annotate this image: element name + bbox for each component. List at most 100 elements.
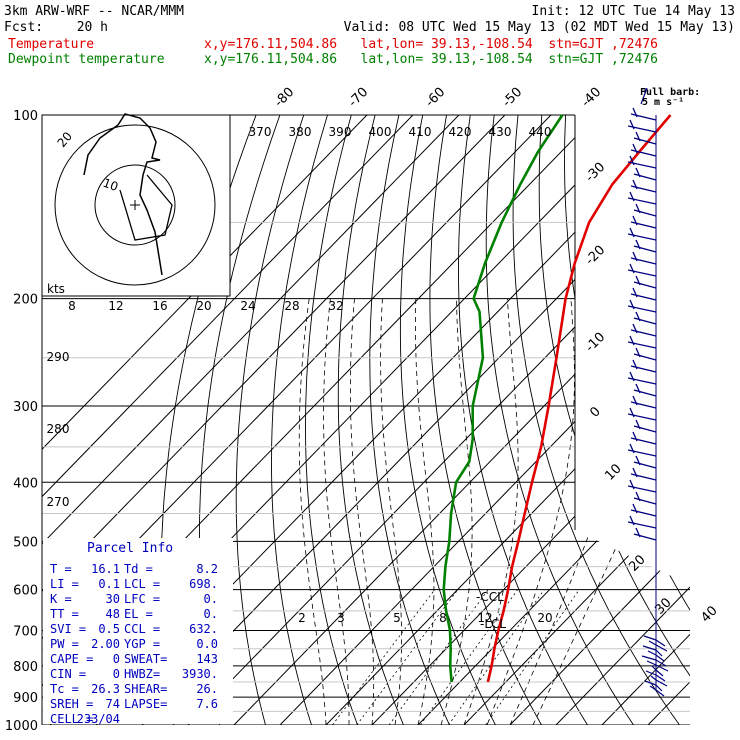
hodograph [41, 113, 231, 297]
parcel-info-value: 0 [113, 652, 120, 666]
wind-barb [644, 680, 663, 692]
wind-barb [633, 203, 657, 217]
isotherm-line [647, 115, 690, 725]
isotherm-line [325, 115, 690, 725]
theta-label: 410 [409, 125, 432, 139]
dry-adiabat [271, 115, 328, 725]
parcel-info-key: Td = [124, 562, 153, 576]
hodograph-trace-lower [119, 174, 173, 241]
pressure-label: 700 [13, 625, 38, 640]
mixing-ratio-label: 8 [439, 611, 447, 625]
parcel-info-value: 0.1 [98, 577, 120, 591]
wind-barb [627, 335, 657, 349]
isotherm-line [233, 115, 690, 725]
dry-adiabat [612, 115, 690, 725]
parcel-info-panel: Parcel Info T = 16.1 Td = 8.2 LI = 0.1 LCL = 69… [43, 538, 233, 726]
mixing-ratio-line [388, 589, 489, 725]
parcel-info-key: CIN = [50, 667, 86, 681]
theta-label: 370 [249, 125, 272, 139]
parcel-info-key: LAPSE= [124, 697, 167, 711]
pressure-label: 500 [13, 535, 38, 550]
legend-dewpoint: Dewpoint temperature [8, 52, 165, 67]
pressure-label: 1000 [5, 719, 38, 734]
speed-scale-label: 28 [284, 299, 299, 313]
parcel-info-value: 698. [189, 577, 218, 591]
isotherm-label: -10 [583, 330, 609, 356]
isotherm-label: 20 [626, 552, 648, 574]
valid-time: Valid: 08 UTC Wed 15 May 13 (02 MDT Wed … [344, 20, 735, 35]
barb-key-icon [640, 87, 648, 105]
isotherm-line [42, 115, 460, 725]
init-time: Init: 12 UTC Tue 14 May 13 [532, 4, 736, 19]
wind-barb [630, 359, 657, 373]
temperature-trace [486, 114, 672, 683]
isotherm-line [555, 115, 690, 725]
parcel-info-value: 8.2 [196, 562, 218, 576]
dry-adiabat [369, 115, 457, 725]
mixing-ratio-label: 5 [393, 611, 401, 625]
wind-barb [627, 443, 657, 457]
wind-barb [643, 635, 666, 647]
wind-barb [630, 143, 657, 157]
wind-barb [630, 323, 657, 337]
parcel-info-value: 632. [189, 622, 218, 636]
dewpoint-trace [442, 114, 564, 683]
theta-label: 430 [489, 125, 512, 139]
theta-label: 390 [329, 125, 352, 139]
parcel-info-value: 74 [106, 697, 120, 711]
parcel-info-value: 30 [106, 592, 120, 606]
mixing-ratio-line [356, 589, 459, 725]
moist-adiabat [380, 298, 402, 725]
isotherm-label: -70 [346, 85, 372, 111]
isotherm-line [463, 115, 690, 725]
speed-scale-label: 16 [152, 299, 167, 313]
isotherm-label: 10 [602, 461, 624, 483]
dry-adiabat [305, 115, 363, 725]
wind-barb [650, 675, 668, 687]
wind-barb [633, 419, 657, 433]
moist-adiabat [486, 298, 575, 725]
hodograph-unit: kts [47, 282, 65, 296]
parcel-info-value: 48 [106, 607, 120, 621]
isotherm-label: -60 [423, 85, 449, 111]
isotherm-line [42, 115, 506, 725]
speed-scale-label: 12 [108, 299, 123, 313]
parcel-info-key: K = [50, 592, 72, 606]
dry-adiabat [399, 115, 503, 725]
speed-scale-label: 32 [328, 299, 343, 313]
moist-adiabat [532, 298, 690, 725]
pressure-label: 400 [13, 476, 38, 491]
pressure-label: 200 [13, 293, 38, 308]
parcel-info-background [43, 538, 233, 724]
parcel-info-value: 0.0 [196, 637, 218, 651]
wind-barb [627, 155, 657, 169]
lcl-marker: -LCL [480, 617, 506, 631]
wind-barb [627, 407, 657, 421]
parcel-info-key: LCL = [124, 577, 160, 591]
parcel-info-title: Parcel Info [87, 541, 173, 556]
wind-barb [630, 395, 657, 409]
forecast-hour: 20 h [77, 20, 108, 35]
theta-label: 380 [289, 125, 312, 139]
isotherm-line [42, 115, 368, 725]
isotherm-label: 40 [698, 603, 720, 625]
moist-adiabat [323, 298, 350, 725]
parcel-info-key: HWBZ= [124, 667, 160, 681]
theta-label: 270 [47, 495, 70, 509]
wind-barb [645, 670, 666, 682]
theta-label: 420 [449, 125, 472, 139]
mixing-ratio-line [448, 589, 545, 725]
dry-adiabat [458, 115, 596, 725]
wind-barb [630, 431, 657, 445]
dry-adiabat [636, 115, 690, 725]
mixing-ratio-label: 2 [298, 611, 306, 625]
parcel-info-key: CAPE = [50, 652, 93, 666]
legend-temperature: Temperature [8, 37, 94, 52]
wind-barb [647, 650, 665, 662]
isotherm-line [601, 115, 690, 725]
isotherm-label: 0 [587, 404, 603, 420]
wind-barb [651, 665, 664, 677]
parcel-info-value: 16.1 [91, 562, 120, 576]
parcel-info-value: 233/04 [77, 712, 120, 726]
parcel-info-key: SVI = [50, 622, 86, 636]
